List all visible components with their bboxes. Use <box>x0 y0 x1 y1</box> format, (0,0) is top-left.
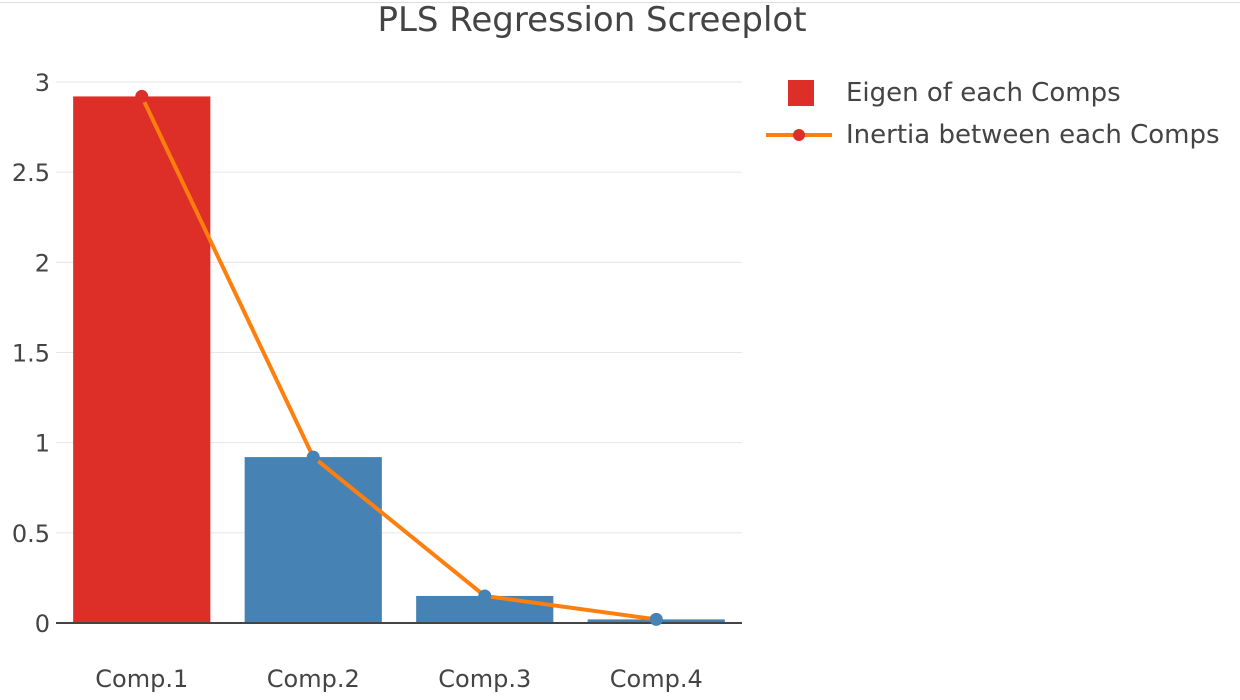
bar-comp-2 <box>244 457 382 623</box>
y-tick-label: 0.5 <box>12 520 50 548</box>
legend-label-inertia: Inertia between each Comps <box>846 120 1220 150</box>
legend-item-inertia[interactable]: Inertia between each Comps <box>766 114 1236 156</box>
x-tick-label: Comp.3 <box>438 665 531 693</box>
inertia-point-3 <box>478 589 492 603</box>
y-tick-label: 1 <box>35 430 50 458</box>
inertia-line <box>139 95 657 622</box>
chart-title: PLS Regression Screeplot <box>377 0 807 40</box>
legend-marker-swatch <box>793 129 805 141</box>
inertia-point-4 <box>649 612 663 626</box>
x-tick-label: Comp.1 <box>95 665 188 693</box>
y-tick-label: 2 <box>35 249 50 277</box>
legend-item-eigen[interactable]: Eigen of each Comps <box>766 72 1236 114</box>
x-tick-label: Comp.4 <box>610 665 703 693</box>
legend-label-eigen: Eigen of each Comps <box>846 78 1121 108</box>
legend: Eigen of each Comps Inertia between each… <box>766 72 1236 156</box>
y-tick-label: 2.5 <box>12 159 50 187</box>
y-tick-label: 1.5 <box>12 340 50 368</box>
bar-comp-1 <box>73 96 211 624</box>
x-tick-label: Comp.2 <box>267 665 360 693</box>
top-rule <box>0 2 1240 3</box>
y-tick-label: 0 <box>35 610 50 638</box>
y-tick-label: 3 <box>35 69 50 97</box>
legend-bar-swatch <box>788 80 814 106</box>
inertia-point-2 <box>306 450 320 464</box>
inertia-point-1 <box>135 89 149 103</box>
